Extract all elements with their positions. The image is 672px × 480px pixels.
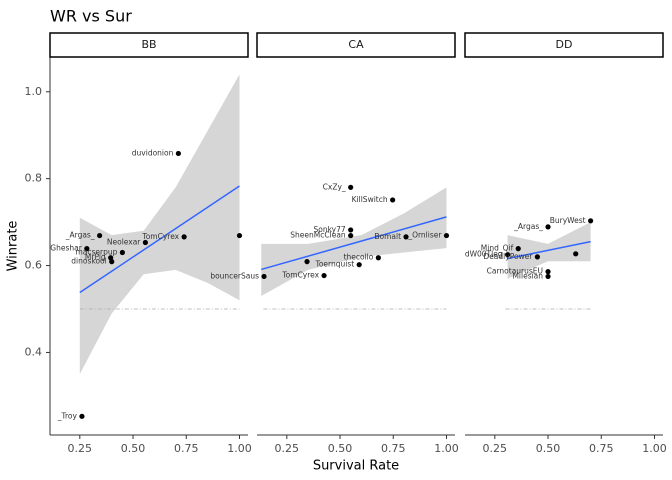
point <box>588 218 594 224</box>
point <box>534 254 540 260</box>
point <box>545 224 551 230</box>
point <box>175 150 181 157</box>
point <box>181 234 187 240</box>
x-tick-label: 0.50 <box>328 442 353 455</box>
point-label: TomCyrex <box>141 232 179 241</box>
strip <box>49 32 249 58</box>
fit-line <box>507 240 591 260</box>
point-label: thecollo <box>344 253 374 262</box>
x-tick-label: 0.25 <box>68 442 93 455</box>
y-axis-title: Winrate <box>6 221 21 272</box>
point-label: Bomalt <box>374 232 401 241</box>
strip-label: CA <box>348 38 364 51</box>
point <box>356 262 362 268</box>
point <box>515 246 521 252</box>
point-label: CxZy_ <box>323 182 346 191</box>
y-tick-label: 0.6 <box>25 259 43 272</box>
point <box>109 259 115 265</box>
point-label: Toernquist <box>315 260 355 269</box>
point-label: CarnotaurusEU <box>487 267 543 276</box>
point-label: KillSwitch <box>352 195 388 204</box>
point-label: SheenMcClean <box>290 231 346 240</box>
fit-line <box>79 185 240 294</box>
point <box>261 273 267 280</box>
point-label: DeadlyPower <box>483 252 533 261</box>
fit-line <box>261 216 447 271</box>
point <box>236 232 243 239</box>
x-tick-label: 0.75 <box>381 442 406 455</box>
point-label: Sonky77 <box>314 225 346 234</box>
point-label: BuryWest <box>550 216 586 225</box>
point <box>390 197 396 203</box>
confidence-band <box>261 187 447 296</box>
confidence-band <box>79 74 240 375</box>
y-tick-label: 0.4 <box>25 345 43 358</box>
point <box>84 246 90 252</box>
point-label: _Argas_ <box>513 222 543 231</box>
point <box>375 255 381 261</box>
point-label: dinoskool <box>71 257 106 266</box>
point <box>545 273 551 280</box>
x-tick-label: 0.50 <box>536 442 561 455</box>
point <box>119 249 125 256</box>
point-label: MrPig <box>85 253 106 262</box>
x-tick-label: 0.25 <box>275 442 300 455</box>
x-tick-label: 0.50 <box>121 442 146 455</box>
point-label: _Argas_ <box>65 231 95 240</box>
chart-title: WR vs Sur <box>50 7 132 26</box>
point-label: bouncerSaus <box>210 271 259 280</box>
point-label: dW00Tleg <box>465 250 503 259</box>
x-tick-label: 0.75 <box>589 442 614 455</box>
point <box>79 413 85 419</box>
strip <box>464 32 664 58</box>
point-label: _Troy <box>57 411 78 420</box>
strip-label: DD <box>556 38 573 51</box>
strip <box>256 32 456 58</box>
point <box>348 227 354 233</box>
x-tick-label: 1.00 <box>642 442 667 455</box>
point <box>403 234 409 240</box>
x-tick-label: 0.25 <box>483 442 508 455</box>
point-label: Mind_Qif <box>481 244 514 253</box>
point <box>348 184 354 190</box>
point-label: macserpup <box>75 248 117 257</box>
strip-label: BB <box>141 38 156 51</box>
point-label: _Ornliser <box>407 231 442 240</box>
x-axis-title: Survival Rate <box>313 459 399 474</box>
point <box>97 232 103 239</box>
point <box>304 259 310 265</box>
point-label: duvidonion <box>132 148 174 157</box>
y-tick-label: 1.0 <box>25 85 43 98</box>
point <box>108 255 114 261</box>
point <box>348 232 354 239</box>
point <box>545 269 551 275</box>
point <box>142 239 148 246</box>
x-tick-label: 1.00 <box>227 442 252 455</box>
point <box>321 272 327 279</box>
point-label: Milesian <box>512 271 543 280</box>
x-tick-label: 0.75 <box>174 442 199 455</box>
y-tick-label: 0.8 <box>25 172 43 185</box>
point <box>443 232 450 239</box>
x-tick-label: 1.00 <box>434 442 459 455</box>
point <box>504 252 511 258</box>
point-label: TomCyrex <box>281 271 319 280</box>
point <box>573 251 579 257</box>
point-label: Gheshar <box>50 244 82 253</box>
point-label: Neolexar <box>107 238 141 247</box>
